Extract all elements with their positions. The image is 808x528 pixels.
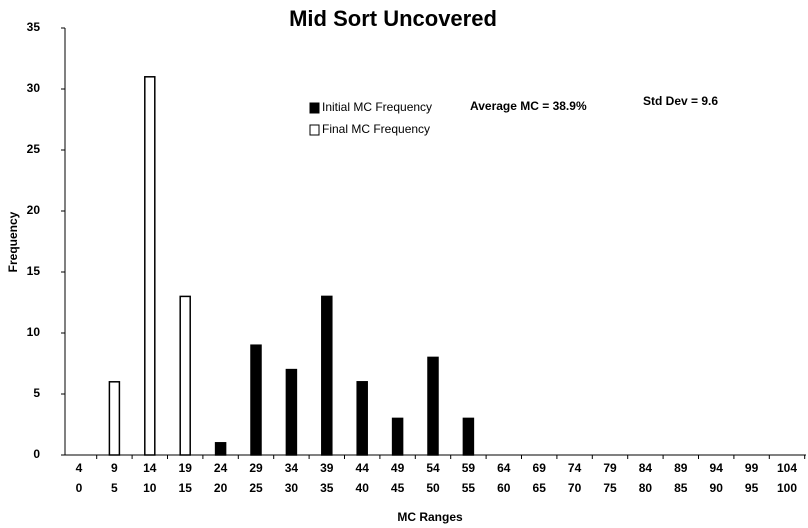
x-tick-label: 75 (603, 481, 617, 495)
y-axis-label: Frequency (6, 211, 20, 272)
x-tick-label: 50 (426, 481, 440, 495)
x-tick-label: 44 (356, 461, 370, 475)
x-tick-label: 0 (76, 481, 83, 495)
x-tick-label: 74 (568, 461, 582, 475)
x-tick-label: 19 (179, 461, 193, 475)
x-tick-label: 85 (674, 481, 688, 495)
legend-swatch (309, 124, 320, 136)
x-axis-label: MC Ranges (397, 510, 463, 524)
x-tick-label: 20 (214, 481, 228, 495)
bar (356, 381, 368, 456)
x-tick-label: 80 (639, 481, 653, 495)
x-tick-label: 30 (285, 481, 299, 495)
x-tick-label: 39 (320, 461, 334, 475)
bar (179, 295, 191, 456)
x-tick-label: 89 (674, 461, 688, 475)
legend-label: Final MC Frequency (322, 122, 430, 136)
legend-swatch (309, 102, 320, 114)
x-tick-label: 34 (285, 461, 299, 475)
x-tick-label: 64 (497, 461, 511, 475)
x-tick-label: 25 (249, 481, 263, 495)
x-tick-label: 45 (391, 481, 405, 495)
x-tick-label: 99 (745, 461, 759, 475)
x-tick-label: 104 (777, 461, 797, 475)
y-tick-label: 35 (27, 20, 41, 34)
x-tick-label: 35 (320, 481, 334, 495)
x-tick-label: 55 (462, 481, 476, 495)
x-tick-label: 60 (497, 481, 511, 495)
y-tick-label: 25 (27, 142, 41, 156)
bar (144, 76, 156, 456)
x-tick-label: 79 (603, 461, 617, 475)
annotation: Average MC = 38.9% (470, 99, 587, 113)
x-tick-label: 9 (111, 461, 118, 475)
x-tick-label: 14 (143, 461, 157, 475)
x-tick-label: 59 (462, 461, 476, 475)
y-tick-label: 15 (27, 264, 41, 278)
x-tick-label: 5 (111, 481, 118, 495)
x-tick-label: 84 (639, 461, 653, 475)
legend-label: Initial MC Frequency (322, 100, 432, 114)
annotation: Std Dev = 9.6 (643, 94, 718, 108)
bar (285, 368, 298, 456)
chart-title: Mid Sort Uncovered (289, 6, 497, 31)
x-tick-label: 94 (710, 461, 724, 475)
x-tick-label: 4 (76, 461, 83, 475)
bar (462, 417, 475, 456)
x-tick-label: 54 (426, 461, 440, 475)
x-tick-label: 15 (179, 481, 193, 495)
x-tick-label: 29 (249, 461, 263, 475)
x-tick-label: 69 (533, 461, 547, 475)
x-tick-label: 10 (143, 481, 157, 495)
y-tick-label: 30 (27, 81, 41, 95)
x-tick-label: 24 (214, 461, 228, 475)
y-tick-label: 0 (33, 447, 40, 461)
bar (391, 417, 404, 456)
x-tick-label: 49 (391, 461, 405, 475)
bar (214, 442, 227, 456)
x-tick-label: 65 (533, 481, 547, 495)
y-tick-label: 20 (27, 203, 41, 217)
bar (321, 295, 333, 456)
y-tick-label: 5 (33, 386, 40, 400)
bar (108, 381, 121, 456)
x-tick-label: 40 (356, 481, 370, 495)
x-tick-label: 100 (777, 481, 797, 495)
bar (427, 356, 439, 456)
bar (250, 344, 262, 456)
x-tick-label: 90 (710, 481, 724, 495)
x-tick-label: 70 (568, 481, 582, 495)
y-tick-label: 10 (27, 325, 41, 339)
x-tick-label: 95 (745, 481, 759, 495)
